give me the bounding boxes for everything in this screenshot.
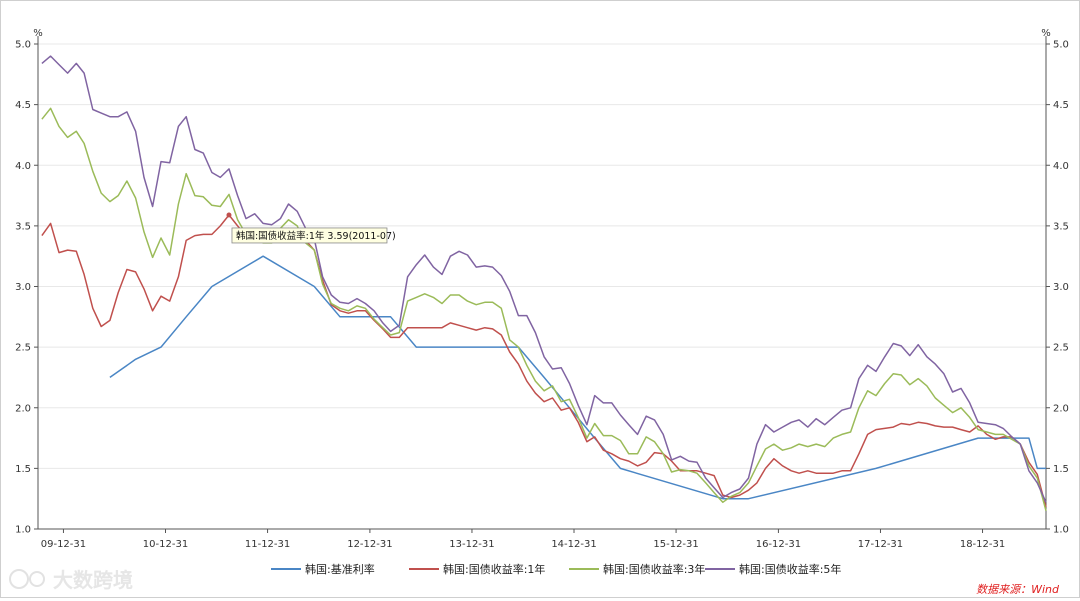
y-tick-label-right: 1.0 [1053,525,1069,536]
series-line-2 [41,214,1047,508]
legend-label-3: 韩国:国债收益率:3年 [603,562,705,576]
y-tick-label-right: 5.0 [1053,40,1069,51]
y-tick-label-left: 1.0 [15,525,31,536]
y-tick-label-right: 2.0 [1053,403,1069,414]
y-unit-right: % [1041,28,1051,39]
legend-label-1: 韩国:基准利率 [305,562,375,576]
x-tick-label: 14-12-31 [551,539,596,550]
y-tick-label-left: 2.5 [15,343,31,354]
tooltip: 韩国:国债收益率:1年 3.59(2011-07) [226,212,396,244]
source-note: 数据来源：Wind [976,583,1060,596]
y-tick-label-left: 4.5 [15,100,31,111]
watermark-logo [9,569,45,589]
legend-label-4: 韩国:国债收益率:5年 [739,562,841,576]
y-tick-label-left: 4.0 [15,161,31,172]
tooltip-box [231,227,388,244]
x-tick-label: 16-12-31 [756,539,801,550]
x-tick-label: 13-12-31 [449,539,494,550]
y-tick-label-left: 3.0 [15,282,31,293]
footer: 大数跨境 数据来源：Wind [9,568,1060,596]
y-tick-label-right: 4.5 [1053,100,1069,111]
x-tick-label: 18-12-31 [960,539,1005,550]
y-tick-label-right: 3.0 [1053,282,1069,293]
watermark-text: 大数跨境 [53,568,133,592]
series-layer [41,55,1047,511]
series-line-4 [41,55,1047,503]
legend: 韩国:基准利率 韩国:国债收益率:1年 韩国:国债收益率:3年 韩国:国债收益率:5年 [271,562,841,576]
x-tick-label: 12-12-31 [347,539,392,550]
x-tick-label: 15-12-31 [653,539,698,550]
x-tick-label: 10-12-31 [143,539,188,550]
x-tick-label: 09-12-31 [41,539,86,550]
y-tick-label-right: 3.5 [1053,221,1069,232]
y-tick-label-right: 2.5 [1053,343,1069,354]
x-tick-label: 17-12-31 [858,539,903,550]
y-tick-label-left: 5.0 [15,40,31,51]
y-tick-label-right: 1.5 [1053,464,1069,475]
legend-label-2: 韩国:国债收益率:1年 [443,562,545,576]
axis-layer: % % 5.0 5.0 4.5 4.5 4.0 4.0 3.5 3.5 3.0 3.0 2.5 2.5… [15,28,1069,550]
y-tick-label-left: 3.5 [15,221,31,232]
tooltip-text: 韩国:国债收益率:1年 3.59(2011-07) [236,230,396,242]
y-tick-label-right: 4.0 [1053,161,1069,172]
y-tick-label-left: 1.5 [15,464,31,475]
x-tick-label: 11-12-31 [245,539,290,550]
y-tick-label-left: 2.0 [15,403,31,414]
series-line-3 [41,107,1047,511]
series-line-1 [109,255,1046,500]
y-unit-left: % [33,28,43,39]
tooltip-marker [226,212,232,218]
grid-layer [38,43,1046,530]
